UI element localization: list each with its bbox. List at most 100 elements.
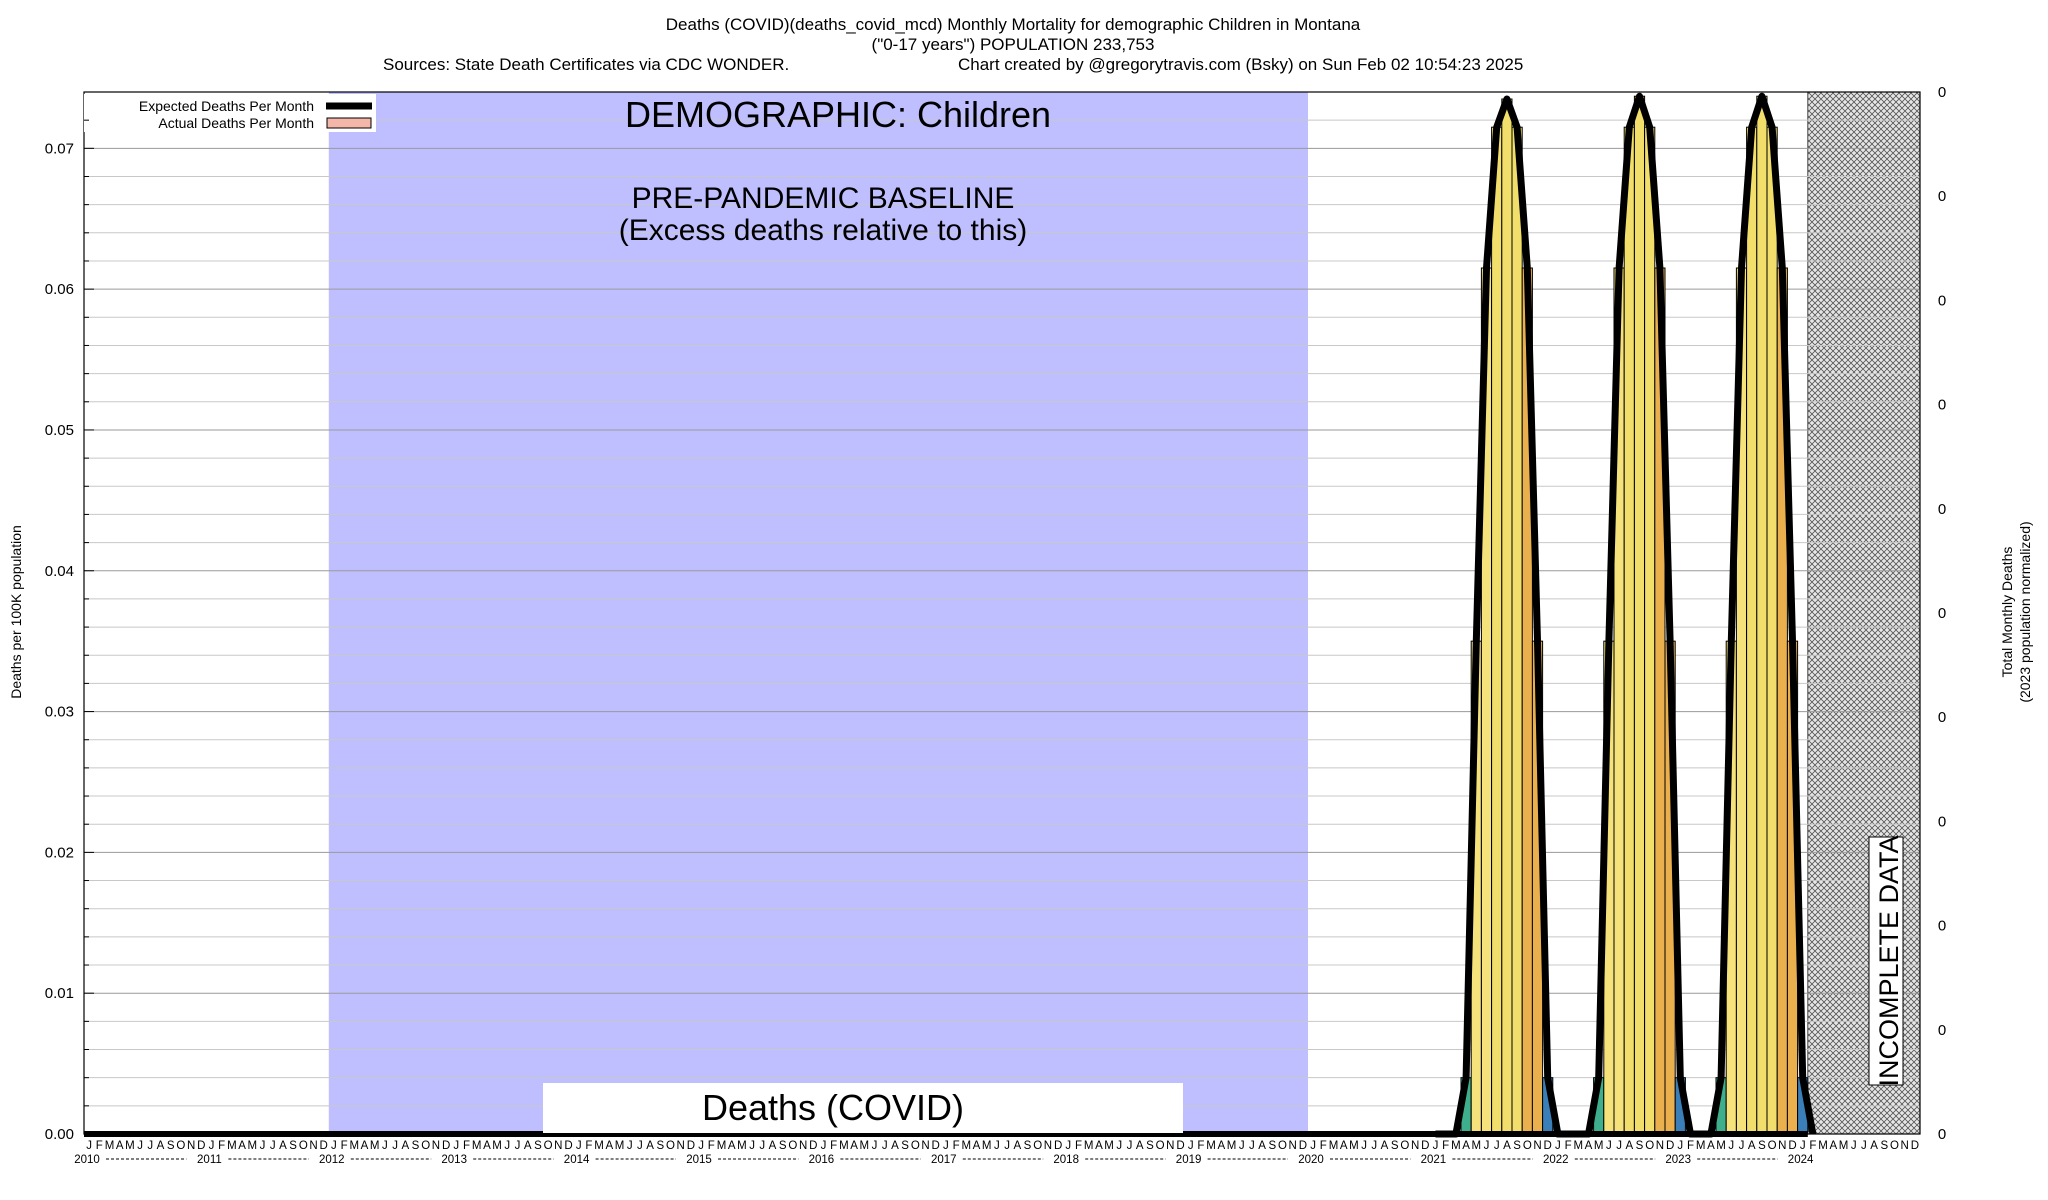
month-tick-label: M [839,1140,849,1152]
y2-tick-label: 0 [1938,84,1946,101]
month-tick-label: N [309,1140,317,1152]
month-tick-label: N [799,1140,807,1152]
month-tick-label: D [1421,1140,1429,1152]
month-tick-label: A [1829,1140,1837,1152]
month-tick-label: D [687,1140,695,1152]
month-tick-label: A [1258,1140,1266,1152]
y2-tick-label: 0 [1938,813,1946,830]
metric-box [543,1083,1183,1133]
month-tick-label: J [882,1140,888,1152]
month-tick-label: J [147,1140,153,1152]
y2-tick-label: 0 [1938,397,1946,414]
month-tick-label: O [1400,1140,1409,1152]
y2-tick-label: 0 [1938,292,1946,309]
month-tick-label: J [453,1140,459,1152]
legend-actual-swatch [326,117,372,129]
month-tick-label: M [962,1140,972,1152]
month-tick-label: M [248,1140,258,1152]
month-tick-label: S [1880,1140,1888,1152]
month-tick-label: A [361,1140,369,1152]
month-tick-label: M [492,1140,502,1152]
year-tick-label: 2015 [686,1154,712,1166]
y2-tick-label: 0 [1938,918,1946,935]
year-tick-label: 2011 [197,1154,222,1166]
month-tick-label: O [1033,1140,1042,1152]
month-tick-label: O [421,1140,430,1152]
actual-deaths-envelope [1435,92,1817,1138]
month-tick-label: A [1503,1140,1511,1152]
year-tick-label: 2021 [1421,1154,1447,1166]
month-tick-label: D [809,1140,817,1152]
month-tick-label: O [176,1140,185,1152]
month-tick-label: J [137,1140,143,1152]
month-tick-label: N [432,1140,440,1152]
y-tick-label: 0.06 [45,281,74,298]
month-tick-label: F [1075,1140,1082,1152]
y-tick-label: 0.04 [45,563,74,580]
month-tick-label: F [1442,1140,1449,1152]
month-tick-label: J [1249,1140,1255,1152]
month-tick-label: A [646,1140,654,1152]
month-tick-label: J [270,1140,276,1152]
month-tick-label: D [1054,1140,1062,1152]
incomplete-data-label-box [1868,836,1904,1086]
month-tick-label: J [1861,1140,1867,1152]
month-tick-label: O [1156,1140,1165,1152]
month-tick-label: M [350,1140,360,1152]
y-tick-label: 0.03 [45,704,74,721]
month-tick-label: J [1800,1140,1806,1152]
month-tick-label: N [1778,1140,1786,1152]
y-tick-label: 0.02 [45,844,74,861]
month-tick-label: F [218,1140,225,1152]
legend-expected-label: Expected Deaths Per Month [139,98,314,114]
month-tick-label: J [1310,1140,1316,1152]
month-tick-label: S [1146,1140,1154,1152]
year-tick-label: 2024 [1788,1154,1814,1166]
month-tick-label: O [1645,1140,1654,1152]
month-tick-label: S [1513,1140,1521,1152]
actual-deaths-bar [1756,95,1768,1135]
month-tick-label: A [116,1140,124,1152]
year-tick-label: 2017 [931,1154,957,1166]
month-tick-label: J [994,1140,1000,1152]
month-tick-label: N [1901,1140,1909,1152]
month-tick-label: F [1809,1140,1816,1152]
month-tick-label: D [320,1140,328,1152]
year-tick-label: 2018 [1053,1154,1079,1166]
month-tick-label: J [209,1140,215,1152]
month-tick-label: D [197,1140,205,1152]
year-tick-label: 2014 [564,1154,590,1166]
month-tick-label: J [515,1140,521,1152]
month-tick-label: S [534,1140,542,1152]
y2-tick-label: 0 [1938,605,1946,622]
month-tick-label: A [1013,1140,1021,1152]
month-tick-label: J [1433,1140,1439,1152]
year-tick-label: 2022 [1543,1154,1569,1166]
month-tick-label: D [564,1140,572,1152]
month-tick-label: J [1004,1140,1010,1152]
month-tick-label: F [830,1140,837,1152]
month-tick-label: A [483,1140,491,1152]
month-tick-label: J [1728,1140,1734,1152]
metric-box-label: Deaths (COVID) [702,1087,964,1128]
month-tick-label: J [1371,1140,1377,1152]
month-tick-label: S [1758,1140,1766,1152]
month-tick-label: J [1555,1140,1561,1152]
month-tick-label: J [943,1140,949,1152]
year-tick-label: 2016 [809,1154,835,1166]
month-tick-label: M [105,1140,115,1152]
y2-axis-ticks: 0 0 0 0 0 0 0 0 0 0 0 [1938,84,1946,1143]
actual-deaths-bar [1644,126,1656,1135]
month-tick-label: M [737,1140,747,1152]
month-tick-label: M [1206,1140,1216,1152]
month-tick-label: M [615,1140,625,1152]
month-tick-label: D [442,1140,450,1152]
month-tick-label: A [1462,1140,1470,1152]
month-tick-label: A [524,1140,532,1152]
month-tick-label: M [227,1140,237,1152]
month-tick-label: M [717,1140,727,1152]
month-tick-label: J [1851,1140,1857,1152]
month-tick-label: N [554,1140,562,1152]
